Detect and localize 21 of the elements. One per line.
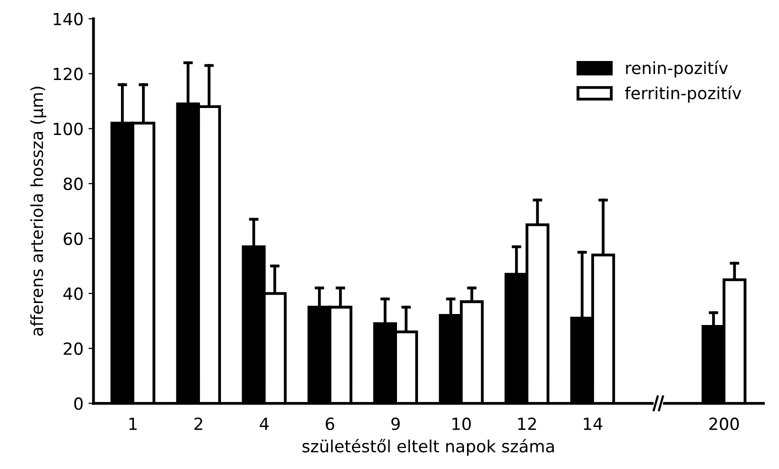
x-tick-label: 4 xyxy=(260,418,269,430)
y-tick-label: 140 xyxy=(54,12,83,26)
y-axis-title: afferens arteriola hossza (µm) xyxy=(30,86,46,336)
x-axis-title: születéstől eltelt napok száma xyxy=(302,438,554,456)
legend-label: renin-pozitív xyxy=(626,60,728,78)
x-tick-label: 12 xyxy=(518,418,536,430)
legend-label: ferritin-pozitív xyxy=(625,86,742,103)
y-tick-label: 80 xyxy=(64,178,83,190)
x-tick-label: 200 xyxy=(709,418,739,430)
x-tick-label: 6 xyxy=(326,418,334,430)
y-tick-label: 100 xyxy=(54,122,83,136)
y-tick-label: 20 xyxy=(64,342,83,355)
y-tick-label: 40 xyxy=(63,287,83,300)
x-tick-label: 14 xyxy=(584,418,602,430)
y-tick-label: 0 xyxy=(74,397,83,410)
x-tick-label: 1 xyxy=(129,418,137,430)
y-tick-label: 120 xyxy=(54,68,83,80)
x-tick-label: 10 xyxy=(452,418,471,430)
y-tick-label: 60 xyxy=(64,232,83,246)
x-tick-label: 9 xyxy=(391,418,400,430)
x-tick-label: 2 xyxy=(194,418,202,430)
